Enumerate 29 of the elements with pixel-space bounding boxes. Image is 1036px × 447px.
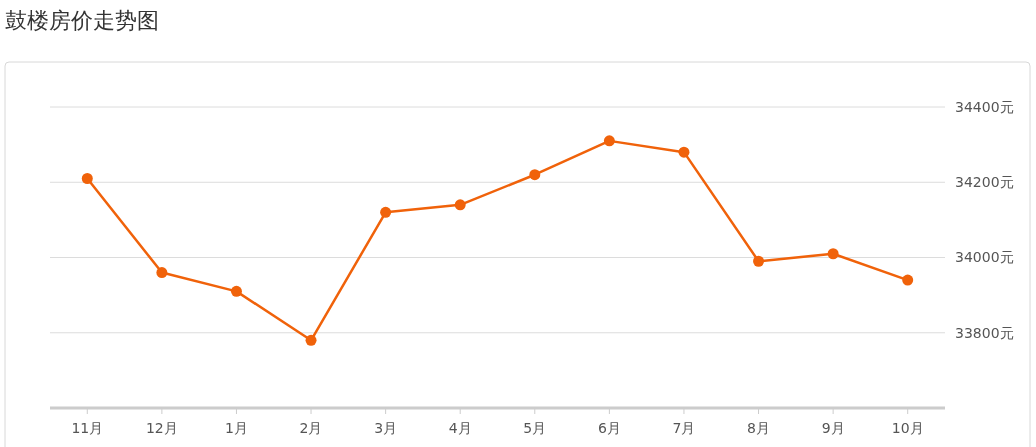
x-tick-label: 7月 bbox=[672, 420, 696, 436]
point bbox=[753, 255, 765, 267]
point bbox=[902, 274, 914, 286]
chart-title: 鼓楼房价走势图 bbox=[5, 8, 159, 33]
y-tick-label: 34400元 bbox=[955, 98, 1014, 115]
x-tick-label: 2月 bbox=[299, 420, 323, 436]
point bbox=[156, 267, 168, 279]
x-tick-label: 5月 bbox=[523, 420, 547, 436]
point bbox=[827, 248, 839, 260]
y-tick-label: 34200元 bbox=[955, 174, 1014, 191]
x-tick-label: 6月 bbox=[597, 420, 621, 436]
x-tick-label: 1月 bbox=[225, 420, 248, 436]
y-tick-label: 34000元 bbox=[955, 249, 1014, 266]
point bbox=[230, 285, 242, 297]
x-tick-label: 4月 bbox=[448, 420, 472, 436]
x-tick-label: 8月 bbox=[747, 420, 770, 436]
point bbox=[81, 172, 93, 184]
point bbox=[380, 206, 392, 218]
x-tick-label: 10月 bbox=[891, 420, 924, 436]
x-tick-label: 9月 bbox=[821, 420, 845, 436]
x-tick-label: 3月 bbox=[374, 420, 398, 436]
x-tick-label: 11月 bbox=[71, 420, 104, 436]
point bbox=[529, 169, 541, 181]
point bbox=[603, 135, 615, 147]
point bbox=[454, 199, 466, 211]
x-tick-label: 12月 bbox=[145, 420, 178, 436]
point bbox=[305, 334, 317, 346]
point bbox=[678, 146, 690, 158]
y-tick-label: 33800元 bbox=[955, 324, 1014, 341]
